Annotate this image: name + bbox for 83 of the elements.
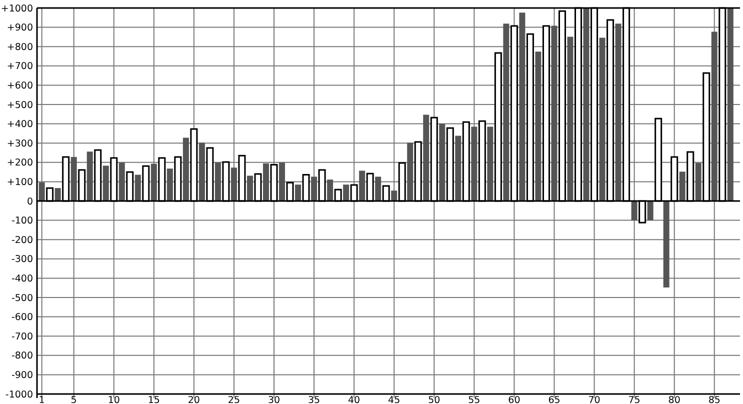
y-tick-label: +200	[6, 158, 33, 169]
y-tick-label: +800	[6, 42, 33, 53]
x-tick-label: 75	[628, 395, 640, 404]
y-tick-label: -600	[11, 312, 33, 324]
x-tick-label: 35	[308, 395, 320, 404]
y-tick-label: +400	[6, 119, 33, 130]
bar	[279, 162, 286, 201]
bar	[375, 176, 382, 201]
x-tick-label: 40	[348, 395, 360, 404]
bar	[359, 170, 366, 201]
y-tick-label: +600	[6, 80, 33, 92]
x-tick-label: 85	[708, 395, 720, 404]
bar	[535, 52, 542, 201]
y-tick-label: +1000	[0, 3, 33, 14]
bar	[38, 182, 45, 201]
y-tick-label: 0	[26, 196, 33, 208]
bar	[182, 138, 189, 201]
bar	[647, 201, 654, 220]
y-tick-label: +500	[6, 100, 33, 111]
bar	[407, 142, 414, 201]
x-tick-label: 65	[548, 395, 560, 404]
y-tick-label: -300	[11, 254, 33, 266]
bar	[214, 162, 221, 201]
bar	[86, 152, 93, 201]
x-tick-label: 20	[188, 395, 200, 404]
y-tick-label: -900	[11, 370, 33, 382]
bar	[631, 201, 638, 220]
bar	[615, 24, 622, 201]
x-tick-label: 70	[588, 395, 600, 404]
bar	[663, 201, 670, 288]
bar	[519, 12, 526, 201]
bar	[727, 8, 734, 201]
x-tick-label: 60	[508, 395, 520, 404]
bar	[455, 136, 462, 201]
bar	[118, 162, 125, 201]
bar	[487, 126, 494, 201]
bar	[423, 114, 430, 201]
x-tick-label: 1	[38, 395, 45, 404]
x-tick-label: 50	[428, 395, 440, 404]
bar	[327, 180, 334, 201]
bar	[198, 142, 205, 201]
bar	[134, 174, 141, 201]
bar	[262, 163, 269, 201]
bar	[599, 38, 606, 201]
bar	[70, 156, 77, 201]
bar	[54, 188, 61, 201]
y-tick-label: +900	[6, 22, 33, 34]
bar	[246, 176, 253, 201]
y-tick-label: -100	[11, 216, 33, 227]
bar	[471, 126, 478, 201]
bar	[503, 24, 510, 201]
bar	[695, 162, 702, 201]
bar	[439, 124, 446, 201]
x-tick-label: 80	[668, 395, 680, 404]
bar	[711, 32, 718, 201]
y-tick-label: +100	[6, 177, 33, 188]
x-tick-label: 5	[70, 395, 77, 404]
bar	[295, 184, 302, 201]
x-tick-label: 45	[388, 395, 400, 404]
x-tick-label: 10	[108, 395, 120, 404]
x-tick-label: 15	[148, 395, 160, 404]
y-tick-label: -400	[11, 274, 33, 285]
y-tick-label: -700	[11, 331, 33, 342]
bar	[230, 168, 237, 201]
bar	[679, 172, 686, 201]
bar	[102, 166, 109, 201]
bar	[583, 8, 590, 201]
y-tick-label: -1000	[5, 389, 33, 400]
bar	[391, 190, 398, 201]
y-tick-label: -800	[11, 350, 33, 362]
x-tick-label: 55	[468, 395, 480, 404]
y-tick-label: +300	[6, 138, 33, 150]
y-tick-label: +700	[6, 61, 33, 72]
y-tick-label: -500	[11, 292, 33, 304]
bar	[311, 176, 318, 201]
x-tick-label: 30	[268, 395, 280, 404]
bar	[150, 164, 157, 201]
x-tick-label: 25	[228, 395, 240, 404]
y-tick-label: -200	[11, 234, 33, 246]
bar	[567, 36, 574, 201]
bar	[551, 26, 558, 201]
bar	[343, 184, 350, 201]
bar	[166, 168, 173, 201]
